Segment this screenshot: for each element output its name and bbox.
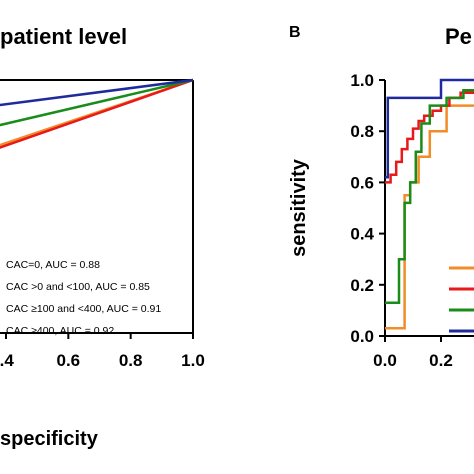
panel-a-legend-label-1: CAC=0, AUC = 0.88 [6, 259, 100, 271]
panel-b-series-group [385, 78, 474, 330]
panel-b-title: Pe [445, 24, 472, 49]
panel-a-x-axis-label: specificity [0, 428, 99, 450]
panel-a-legend-label-3: CAC ≥100 and <400, AUC = 0.91 [6, 303, 161, 315]
panel-a-series-group [0, 78, 194, 149]
panel-a-title: patient level [0, 24, 127, 49]
panel-a-x-tick-label: 0.8 [119, 351, 143, 370]
panel-a-series-4-line [0, 78, 194, 107]
panel-a-legend-label-4: CAC ≥400, AUC = 0.92 [6, 325, 114, 337]
panel-a-series-2-line [0, 78, 194, 149]
panel-b-ticks: 0.0 0.2 0.4 0.6 0.8 1.0 0.0 0.2 [350, 71, 452, 370]
panel-b-y-tick-label: 0.4 [350, 225, 374, 244]
panel-a-legend-label-2: CAC >0 and <100, AUC = 0.85 [6, 281, 150, 293]
panel-a-x-tick-label: 0.4 [0, 351, 14, 370]
panel-b-legend [449, 266, 474, 333]
panel-a-x-tick-label: 0.6 [57, 351, 81, 370]
panel-b-y-tick-label: 0.8 [350, 122, 374, 141]
panel-b-series-4-line [385, 78, 474, 179]
panel-a-x-tick-label: 1.0 [181, 351, 205, 370]
panel-b-y-axis-label: sensitivity [288, 158, 310, 257]
panel-b-y-tick-label: 0.6 [350, 173, 374, 192]
panel-b-x-tick-label: 0.2 [429, 351, 453, 370]
panel-a: patient level CAC=0, AUC = 0.88 CAC >0 an… [0, 24, 205, 450]
panel-b-y-tick-label: 1.0 [350, 71, 374, 90]
panel-a-series-3-line [0, 78, 194, 127]
panel-b-series-2-line [385, 91, 474, 184]
panel-b-x-tick-label: 0.0 [373, 351, 397, 370]
panel-b-series-3-line [385, 88, 474, 304]
panel-b-letter: B [289, 24, 301, 41]
panel-a-legend: CAC=0, AUC = 0.88 CAC >0 and <100, AUC = … [6, 259, 161, 337]
panel-a-x-ticks: 0.4 0.6 0.8 1.0 [0, 333, 205, 370]
panel-b: B Pe 0.0 0.2 0.4 0.6 0.8 1.0 0.0 0.2 sensitivit… [288, 24, 474, 370]
panel-b-y-tick-label: 0.2 [350, 276, 374, 295]
panel-b-y-tick-label: 0.0 [350, 327, 374, 346]
